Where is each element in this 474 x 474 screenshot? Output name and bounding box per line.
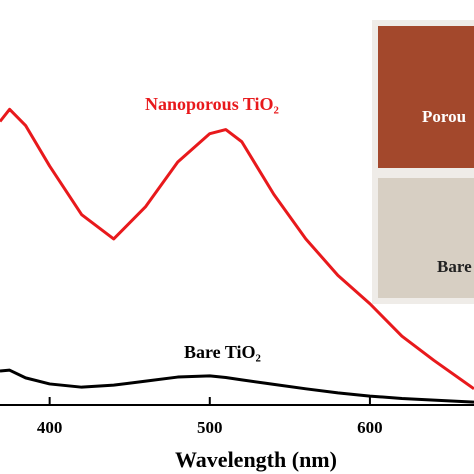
inset-photo: Porou Bare [372,20,474,304]
series-line [0,107,474,391]
x-tick-label: 400 [37,418,63,437]
x-axis-label: Wavelength (nm) [175,447,337,472]
inset-top-label: Porou [422,107,466,126]
series-label: Bare TiO₂ [184,342,261,362]
x-tick-label: 500 [197,418,223,437]
inset-bottom-label: Bare [437,257,472,276]
x-tick-label: 600 [357,418,383,437]
inset-bare-panel [378,178,474,298]
series-line [0,368,474,404]
inset-porous-panel [378,26,474,168]
series-label: Nanoporous TiO₂ [145,94,279,114]
